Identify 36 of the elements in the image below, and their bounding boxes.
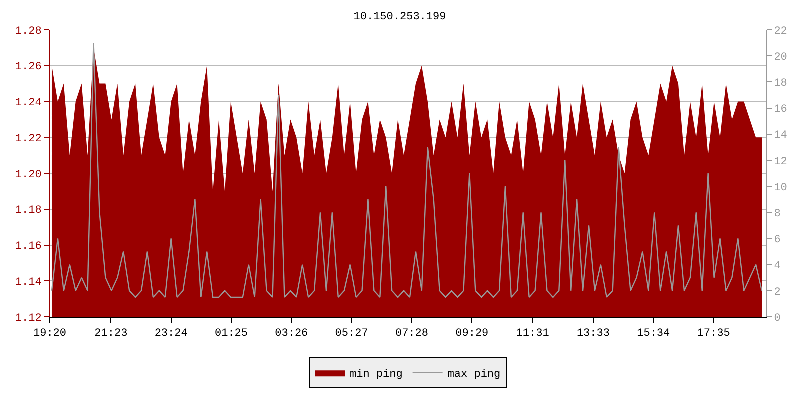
y2-tick-label: 0 [774, 312, 781, 325]
y2-tick-label: 2 [774, 286, 781, 299]
y-tick-label: 1.22 [15, 133, 42, 146]
x-tick-label: 17:35 [697, 328, 730, 340]
y2-tick-label: 4 [774, 260, 782, 273]
y2-tick-label: 16 [774, 104, 788, 116]
x-tick-label: 05:27 [335, 328, 368, 340]
y-tick-label: 1.12 [15, 312, 42, 325]
x-tick-label: 21:23 [94, 328, 128, 340]
x-tick-label: 15:34 [637, 328, 671, 340]
y2-tick-label: 20 [774, 52, 788, 64]
y-tick-label: 1.26 [15, 62, 42, 74]
chart-title: 10.150.253.199 [354, 12, 446, 24]
legend-label: max ping [448, 368, 501, 381]
y-tick-label: 1.24 [15, 98, 42, 110]
legend-label: min ping [350, 368, 403, 381]
y2-tick-label: 22 [774, 26, 788, 38]
y2-tick-label: 6 [774, 234, 781, 247]
x-tick-label: 23:24 [154, 328, 188, 340]
y-tick-label: 1.20 [15, 169, 42, 182]
y-tick-label: 1.16 [15, 241, 42, 254]
x-tick-label: 07:28 [395, 328, 428, 340]
y2-tick-label: 14 [774, 130, 788, 142]
x-tick-label: 09:29 [456, 328, 489, 340]
y2-tick-label: 8 [774, 208, 781, 220]
x-tick-label: 11:31 [516, 328, 550, 340]
x-tick-label: 13:33 [576, 328, 610, 340]
y2-tick-label: 12 [774, 156, 788, 168]
y-tick-label: 1.14 [15, 276, 42, 289]
y-tick-label: 1.18 [15, 205, 42, 218]
x-tick-label: 19:20 [33, 328, 67, 340]
y2-tick-label: 18 [774, 78, 788, 90]
y-tick-label: 1.28 [15, 26, 42, 38]
x-tick-label: 03:26 [275, 328, 308, 340]
y2-tick-label: 10 [774, 182, 788, 194]
x-tick-label: 01:25 [214, 328, 248, 340]
